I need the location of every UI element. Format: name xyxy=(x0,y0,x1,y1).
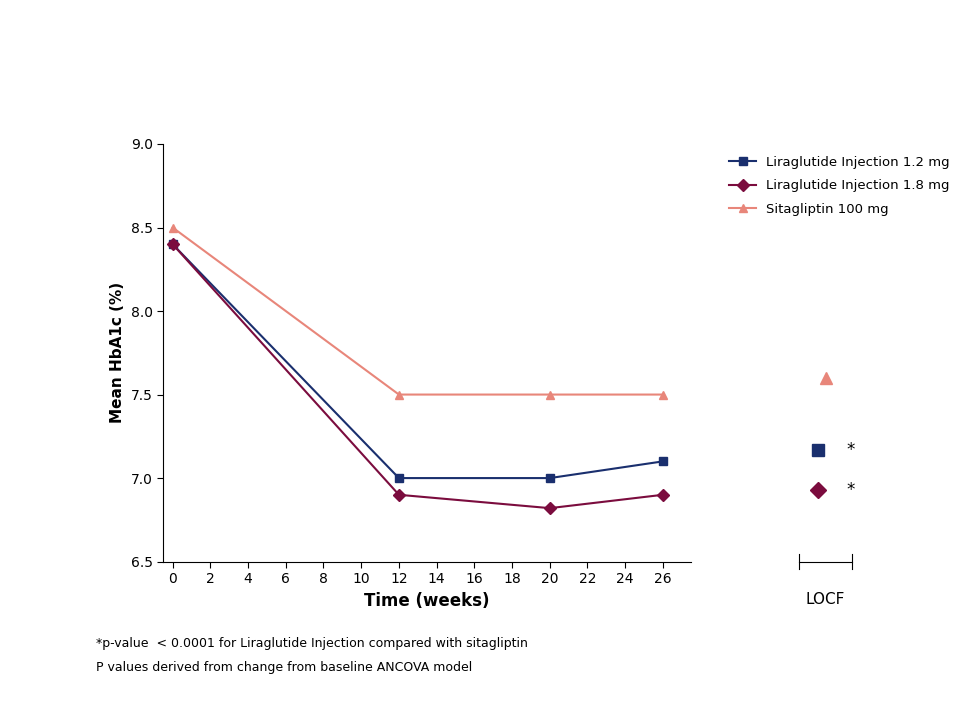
X-axis label: Time (weeks): Time (weeks) xyxy=(365,592,490,610)
Text: P values derived from change from baseline ANCOVA model: P values derived from change from baseli… xyxy=(96,661,472,674)
Y-axis label: Mean HbA1c (%): Mean HbA1c (%) xyxy=(110,282,125,423)
Legend: Liraglutide Injection 1.2 mg, Liraglutide Injection 1.8 mg, Sitagliptin 100 mg: Liraglutide Injection 1.2 mg, Liraglutid… xyxy=(724,150,955,221)
Text: *: * xyxy=(847,481,855,499)
Text: LOCF: LOCF xyxy=(805,592,846,607)
Text: *: * xyxy=(847,441,855,459)
Text: *p-value  < 0.0001 for Liraglutide Injection compared with sitagliptin: *p-value < 0.0001 for Liraglutide Inject… xyxy=(96,637,528,650)
